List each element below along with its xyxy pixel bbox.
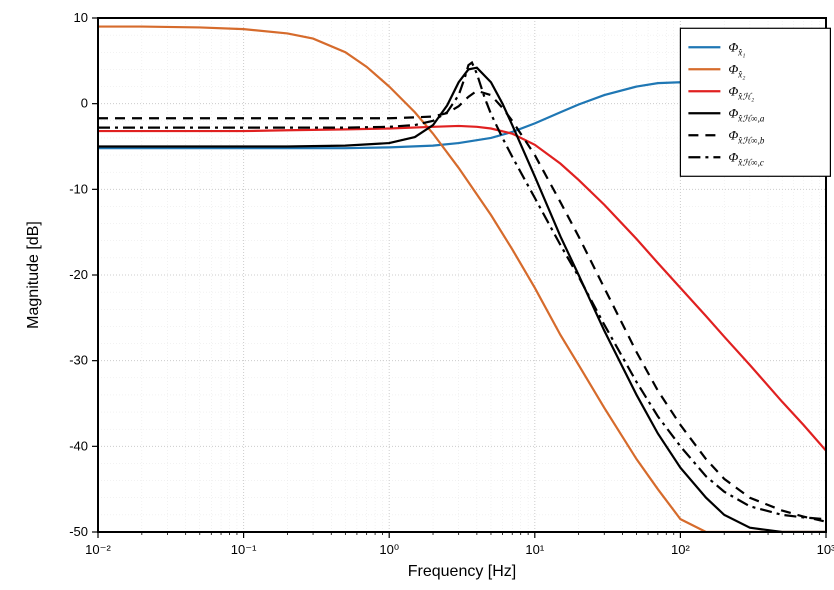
y-tick-label: -30 xyxy=(69,353,88,368)
chart-svg: 10⁻² 10⁻¹ 10⁰ 10¹ 10² 10³ -50 -40 -30 -20 -10 0 10 Fr… xyxy=(0,0,834,590)
y-tick-label: 10 xyxy=(74,10,88,25)
x-tick-label: 10¹ xyxy=(525,542,544,557)
y-axis-label: Magnitude [dB] xyxy=(25,221,42,329)
bode-magnitude-chart: 10⁻² 10⁻¹ 10⁰ 10¹ 10² 10³ -50 -40 -30 -20 -10 0 10 Fr… xyxy=(0,0,834,590)
x-tick-label: 10⁰ xyxy=(379,542,399,557)
x-tick-label: 10² xyxy=(671,542,690,557)
y-tick-label: -50 xyxy=(69,524,88,539)
y-tick-label: 0 xyxy=(81,96,88,111)
y-tick-label: -20 xyxy=(69,267,88,282)
x-axis-label: Frequency [Hz] xyxy=(408,563,516,580)
x-tick-label: 10⁻² xyxy=(85,542,111,557)
x-tick-label: 10³ xyxy=(817,542,834,557)
legend-box xyxy=(680,28,830,176)
y-tick-label: -40 xyxy=(69,438,88,453)
x-tick-label: 10⁻¹ xyxy=(231,542,257,557)
y-tick-label: -10 xyxy=(69,181,88,196)
